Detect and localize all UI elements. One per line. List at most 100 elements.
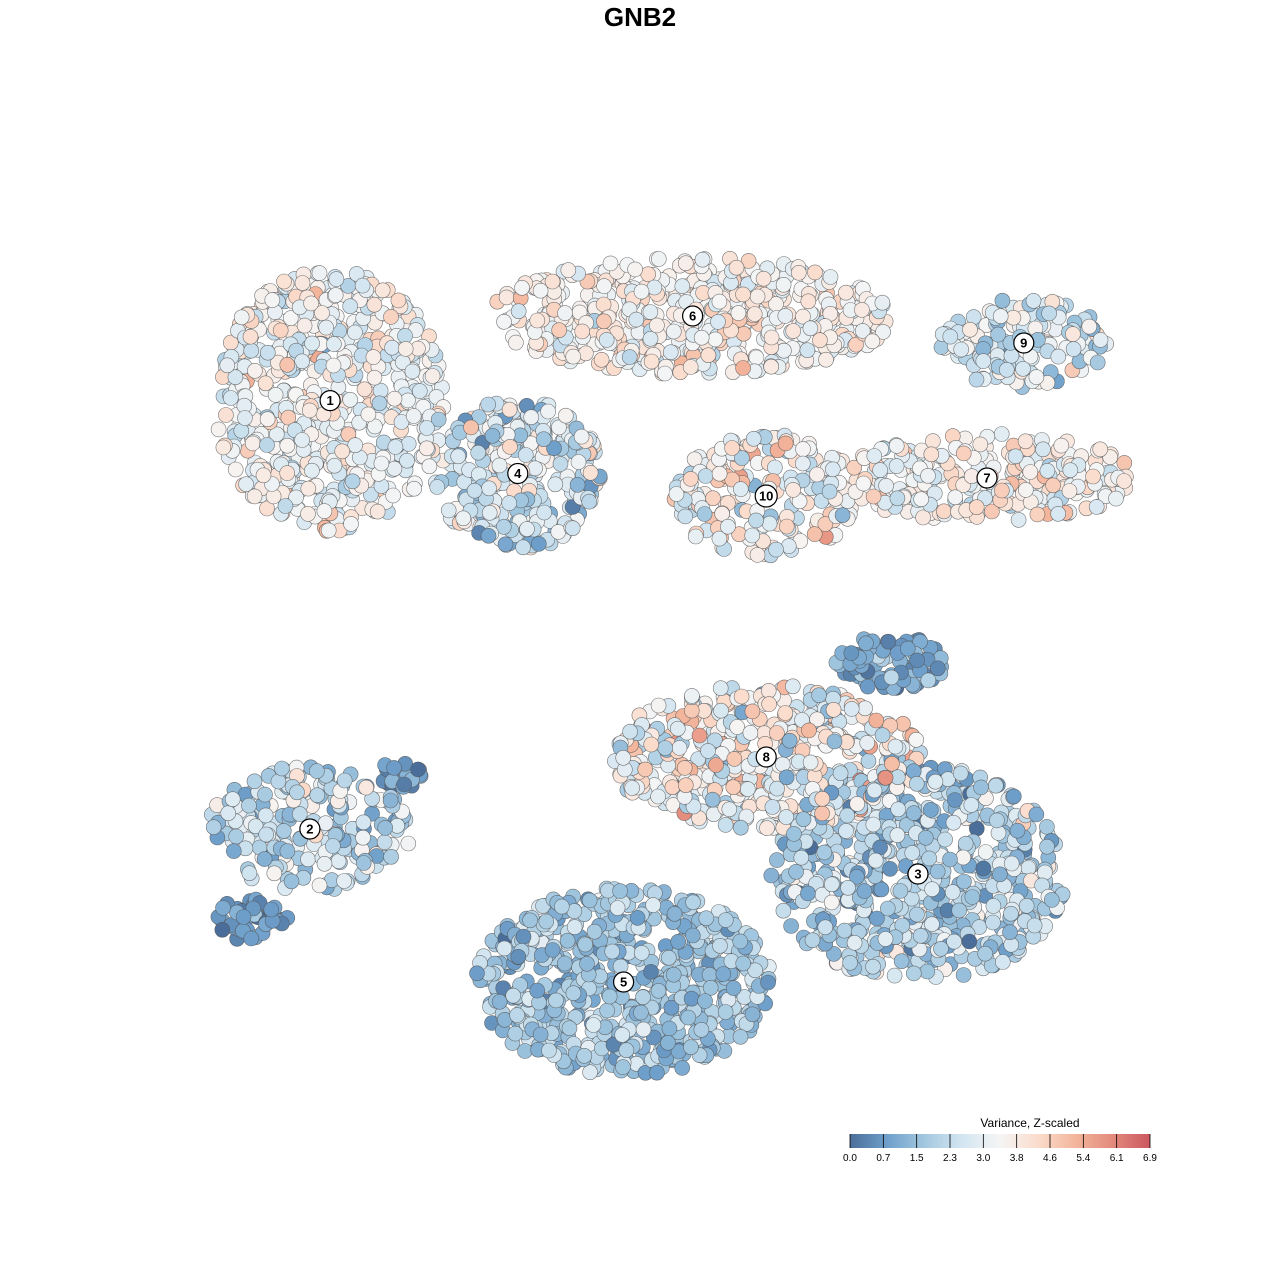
- data-point: [734, 450, 750, 466]
- data-point: [677, 777, 694, 794]
- data-point: [888, 438, 905, 454]
- data-point: [856, 883, 873, 899]
- data-point: [942, 851, 958, 868]
- data-point: [400, 835, 417, 852]
- data-point: [400, 392, 416, 409]
- data-point: [777, 308, 794, 324]
- data-point: [484, 427, 501, 444]
- data-point: [629, 910, 646, 926]
- data-point: [383, 309, 399, 325]
- data-point: [529, 312, 546, 329]
- data-point: [386, 760, 402, 776]
- data-point: [708, 757, 724, 773]
- data-point: [1053, 437, 1070, 454]
- data-point: [825, 946, 842, 962]
- data-point: [1039, 838, 1055, 855]
- data-point: [749, 288, 766, 305]
- data-point: [859, 678, 876, 695]
- data-point: [842, 954, 858, 971]
- data-point: [496, 940, 513, 957]
- data-point: [328, 271, 345, 287]
- data-point: [777, 435, 794, 452]
- data-point: [713, 702, 729, 719]
- data-point: [355, 829, 371, 846]
- data-point: [326, 336, 342, 352]
- data-point: [664, 779, 681, 796]
- colorbar-tick-label: 5.4: [1076, 1153, 1090, 1164]
- data-point: [215, 900, 231, 916]
- data-point: [291, 806, 308, 822]
- colorbar-tick-label: 4.6: [1043, 1153, 1057, 1164]
- data-point: [665, 966, 682, 983]
- data-point: [547, 476, 564, 493]
- data-point: [812, 332, 828, 349]
- data-point: [802, 754, 819, 771]
- data-point: [309, 763, 325, 779]
- data-point: [373, 455, 390, 472]
- data-point: [243, 342, 259, 359]
- data-point: [921, 850, 938, 867]
- data-point: [933, 940, 949, 957]
- data-point: [522, 912, 538, 929]
- data-point: [866, 448, 883, 464]
- data-point: [712, 680, 729, 697]
- data-point: [760, 974, 776, 991]
- data-point: [369, 503, 386, 520]
- data-point: [735, 360, 751, 376]
- data-point: [888, 458, 905, 474]
- data-point: [957, 835, 974, 852]
- data-point: [717, 817, 734, 833]
- data-point: [1116, 455, 1133, 471]
- cluster-label-text: 6: [689, 309, 696, 324]
- data-point: [241, 865, 258, 882]
- data-point: [945, 814, 962, 831]
- data-point: [270, 773, 287, 790]
- data-point: [715, 966, 732, 982]
- data-point: [480, 527, 497, 544]
- colorbar-tick-label: 3.8: [1010, 1153, 1024, 1164]
- data-point: [755, 270, 772, 287]
- data-point: [698, 910, 715, 927]
- data-point: [496, 313, 512, 330]
- data-point: [759, 820, 775, 836]
- data-point: [836, 922, 853, 939]
- data-point: [440, 502, 457, 519]
- data-point: [732, 1029, 749, 1045]
- data-point: [419, 420, 435, 436]
- data-point: [839, 807, 856, 824]
- data-point: [962, 321, 978, 338]
- data-point: [604, 943, 621, 960]
- data-point: [947, 489, 964, 506]
- data-point: [788, 863, 804, 880]
- data-point: [875, 324, 891, 340]
- data-point: [565, 985, 582, 1002]
- data-point: [1035, 441, 1051, 458]
- data-point: [687, 528, 704, 545]
- data-point: [1062, 462, 1079, 479]
- data-point: [411, 383, 428, 399]
- data-point: [947, 792, 963, 808]
- data-point: [450, 448, 467, 465]
- cluster-label-text: 7: [983, 471, 990, 486]
- data-point: [640, 266, 657, 283]
- data-point: [557, 305, 573, 321]
- data-point: [778, 518, 795, 535]
- data-point: [455, 510, 472, 527]
- data-point: [807, 264, 823, 281]
- data-point: [693, 1022, 710, 1038]
- data-point: [855, 475, 872, 492]
- data-point: [226, 843, 242, 859]
- data-point: [347, 324, 363, 341]
- data-point: [405, 408, 422, 424]
- data-point: [801, 722, 817, 739]
- data-point: [1005, 788, 1022, 805]
- data-point: [581, 892, 598, 909]
- data-point: [923, 446, 940, 463]
- data-point: [683, 990, 700, 1007]
- data-point: [421, 458, 438, 475]
- data-point: [267, 387, 284, 403]
- data-point: [859, 735, 876, 751]
- data-point: [924, 881, 940, 898]
- data-point: [729, 719, 746, 735]
- data-point: [725, 779, 742, 796]
